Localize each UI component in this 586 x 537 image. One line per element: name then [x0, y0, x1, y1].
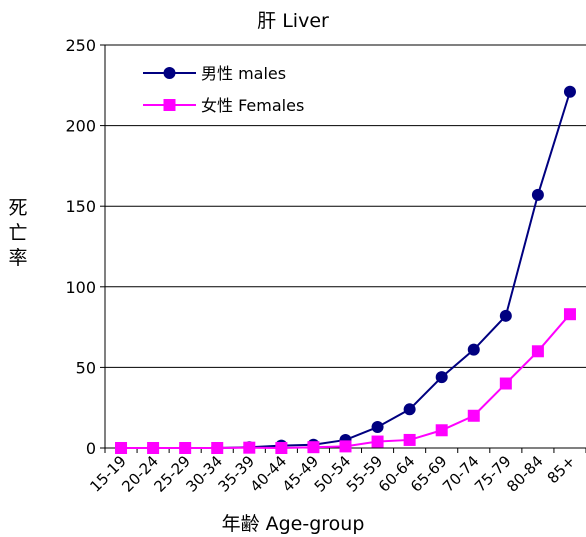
y-tick-label: 200 — [65, 117, 96, 136]
data-point — [531, 345, 544, 358]
data-point — [563, 85, 576, 98]
data-point — [531, 188, 544, 201]
data-point — [147, 442, 160, 454]
legend-marker — [163, 67, 176, 79]
data-point — [563, 308, 576, 321]
data-point — [403, 403, 416, 416]
data-point — [467, 343, 480, 356]
chart-title: 肝 Liver — [257, 10, 329, 32]
data-point — [435, 371, 448, 384]
data-point — [115, 442, 128, 454]
data-point — [307, 441, 320, 454]
data-point — [499, 377, 512, 390]
legend-label: 女性 Females — [201, 96, 304, 115]
y-tick-label: 250 — [65, 36, 96, 55]
x-axis-label: 年齢 Age-group — [221, 513, 365, 535]
data-point — [275, 442, 288, 454]
legend-marker — [163, 99, 176, 111]
y-tick-label: 100 — [65, 278, 96, 297]
y-tick-label: 50 — [76, 358, 96, 377]
data-point — [179, 442, 192, 454]
data-point — [467, 409, 480, 422]
data-point — [435, 424, 448, 437]
data-point — [339, 440, 352, 453]
data-point — [211, 442, 224, 454]
y-tick-label: 0 — [86, 439, 96, 458]
y-axis-label: 死亡率 — [8, 197, 28, 269]
data-point — [243, 441, 256, 454]
x-tick-label: 85+ — [544, 452, 579, 487]
data-point — [403, 433, 416, 446]
data-point — [371, 435, 384, 448]
y-tick-label: 150 — [65, 197, 96, 216]
data-point — [499, 309, 512, 322]
data-point — [371, 421, 384, 434]
x-tick-label: 80-84 — [503, 452, 547, 496]
series-line — [121, 91, 571, 449]
legend-label: 男性 males — [201, 64, 286, 83]
